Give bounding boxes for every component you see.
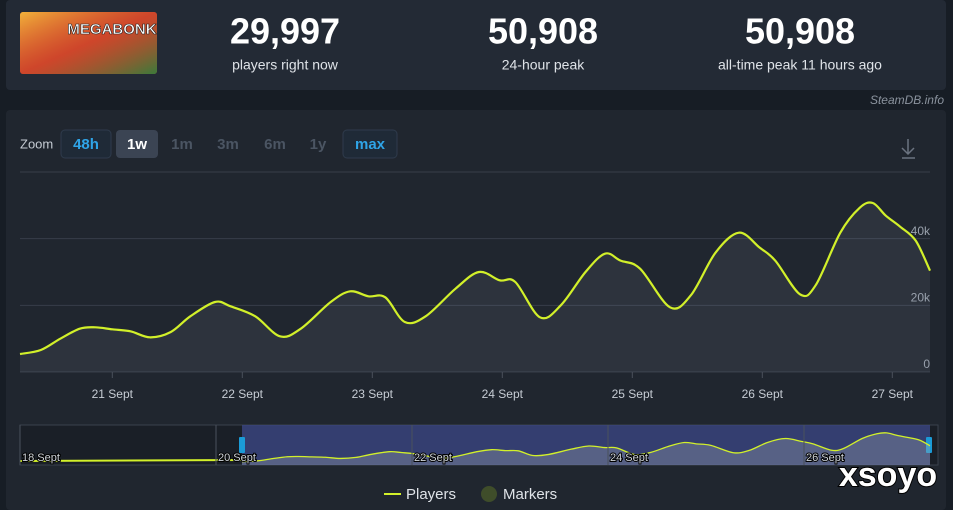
navigator-line	[241, 432, 931, 463]
watermark: xsoyo	[839, 456, 937, 494]
x-tick-label: 21 Sept	[92, 387, 134, 401]
navigator-area	[242, 432, 930, 465]
stats-panel	[6, 0, 946, 90]
stat-label: all-time peak 11 hours ago	[718, 57, 882, 73]
navigator-handle[interactable]	[239, 437, 245, 453]
plot	[19, 201, 931, 372]
zoom-label[interactable]: 1w	[127, 136, 147, 153]
legend-swatch	[481, 486, 497, 502]
y-tick-label: 0	[923, 357, 930, 371]
grid: 0 20k 40k 21 Sept 22 Sept 23 Sept 24 Sept 25 Se…	[20, 224, 931, 401]
zoom-group: 48h 1w 1m 3m 6m 1y max	[60, 129, 398, 159]
zoom-button[interactable]	[342, 129, 398, 159]
x-tick-label: 24 Sept	[482, 387, 524, 401]
navigator-plot: 18 Sept 20 Sept 22 Sept 24 Sept 26 Sept	[19, 425, 931, 465]
stat-value: 50,908	[745, 11, 855, 52]
navigator-label: 24 Sept	[610, 452, 648, 464]
navigator-line-early	[19, 459, 243, 462]
navigator-label: 20 Sept	[218, 452, 256, 464]
zoom-label: Zoom	[20, 136, 53, 151]
download-icon[interactable]	[901, 139, 915, 159]
zoom-button[interactable]	[116, 130, 158, 158]
zoom-label[interactable]: 3m	[217, 136, 239, 153]
x-tick-label: 23 Sept	[352, 387, 394, 401]
line	[19, 201, 931, 356]
stat-value: 50,908	[488, 11, 598, 52]
stat-label: 24-hour peak	[502, 57, 586, 73]
legend-label[interactable]: Players	[406, 486, 456, 503]
zoom-label[interactable]: 1m	[171, 136, 193, 153]
navigator-label: 26 Sept	[806, 452, 844, 464]
source: SteamDB.info	[870, 93, 944, 107]
game-logo-art	[20, 12, 157, 74]
y-tick-label: 20k	[911, 291, 931, 305]
zoom-label[interactable]: 48h	[73, 136, 99, 153]
zoom-label[interactable]: 1y	[310, 136, 327, 153]
area	[20, 202, 930, 372]
x-tick-label: 25 Sept	[612, 387, 654, 401]
y-tick-label: 40k	[911, 224, 931, 238]
x-tick-label: 26 Sept	[742, 387, 784, 401]
zoom-label[interactable]: 6m	[264, 136, 286, 153]
navigator-label: 22 Sept	[414, 452, 452, 464]
legend-label[interactable]: Markers	[503, 486, 557, 503]
x-tick-label: 22 Sept	[222, 387, 264, 401]
x-tick-label: 27 Sept	[872, 387, 914, 401]
stat-value: 29,997	[230, 11, 340, 52]
stat-label: players right now	[232, 57, 339, 73]
navigator-label: 18 Sept	[22, 452, 60, 464]
zoom-label[interactable]: max	[355, 136, 386, 153]
game-title: MEGABONK	[67, 21, 156, 38]
chart-panel	[6, 110, 946, 510]
zoom-button[interactable]	[60, 129, 112, 159]
